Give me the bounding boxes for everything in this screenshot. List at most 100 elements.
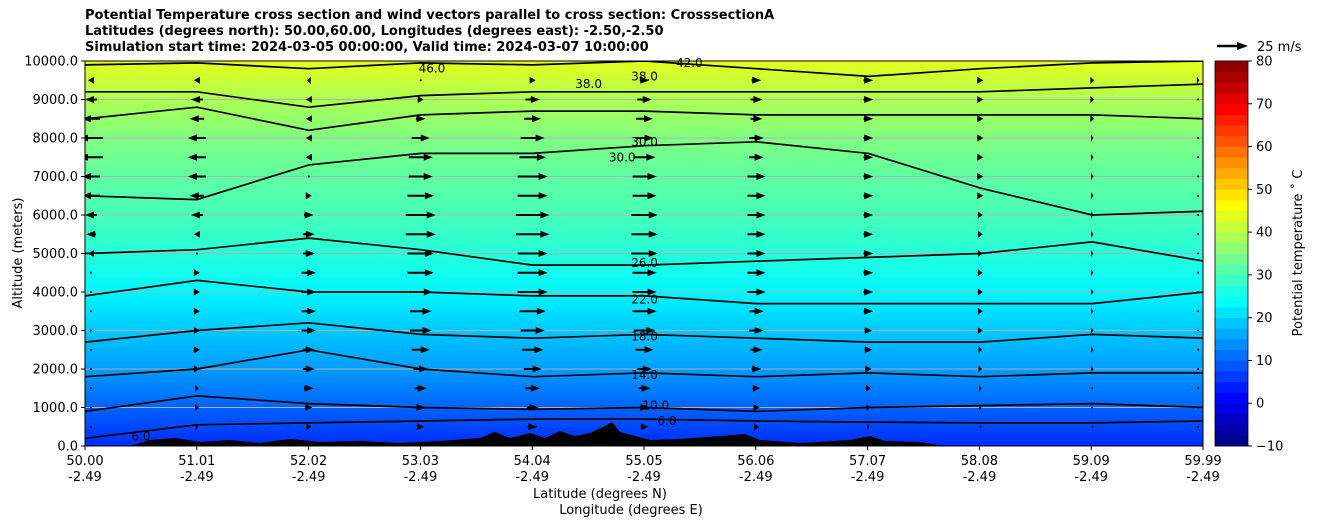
wind-vector-head bbox=[640, 423, 649, 431]
x-tick-label-lon: -2.49 bbox=[627, 470, 661, 485]
wind-vector bbox=[747, 250, 766, 257]
colorbar-segment bbox=[1215, 285, 1248, 297]
wind-vector-head bbox=[530, 384, 540, 392]
wind-vector bbox=[863, 76, 874, 84]
wind-vector bbox=[519, 307, 546, 315]
wind-vector-head bbox=[535, 134, 545, 142]
wind-vector bbox=[407, 192, 434, 200]
colorbar-tick-label: 60 bbox=[1256, 140, 1273, 155]
wind-vector bbox=[749, 153, 764, 161]
wind-vector bbox=[86, 230, 96, 238]
wind-vector bbox=[863, 173, 874, 180]
wind-vector-head bbox=[307, 327, 317, 334]
wind-vector bbox=[417, 423, 425, 431]
wind-vector-head bbox=[195, 404, 199, 411]
wind-vector-head bbox=[190, 211, 200, 219]
wind-vector-head bbox=[977, 327, 983, 334]
colorbar-tick-label: 20 bbox=[1256, 311, 1273, 326]
y-axis-label: Altitude (meters) bbox=[11, 198, 26, 309]
wind-vector-head bbox=[644, 346, 654, 354]
wind-vector bbox=[301, 288, 317, 296]
colorbar-segment bbox=[1215, 253, 1248, 265]
wind-vector-head bbox=[647, 288, 657, 296]
contour-label: 38.0 bbox=[631, 69, 658, 83]
wind-vector-head bbox=[864, 96, 874, 103]
wind-vector-head bbox=[642, 365, 652, 373]
y-tick-label: 4000.0 bbox=[33, 286, 79, 301]
wind-vector bbox=[638, 384, 651, 392]
wind-vector-head bbox=[530, 96, 540, 103]
colorbar-segment bbox=[1215, 60, 1248, 72]
wind-vector bbox=[747, 288, 766, 296]
wind-vector-head bbox=[1091, 365, 1094, 373]
wind-vector bbox=[193, 365, 200, 373]
wind-vector bbox=[863, 230, 874, 238]
wind-vector-head bbox=[307, 269, 317, 277]
wind-vector-head bbox=[647, 192, 657, 200]
wind-vector bbox=[863, 307, 874, 315]
x-tick-label-lon: -2.49 bbox=[739, 470, 773, 485]
wind-vector bbox=[90, 310, 92, 313]
wind-vector bbox=[85, 192, 100, 200]
wind-vector-head bbox=[305, 404, 313, 411]
colorbar-segment bbox=[1215, 231, 1248, 244]
wind-vector-head bbox=[640, 76, 650, 84]
x-tick-label-lon: -2.49 bbox=[963, 470, 997, 485]
wind-vector bbox=[632, 173, 657, 180]
wind-vector bbox=[867, 423, 870, 431]
wind-vector bbox=[1091, 346, 1094, 354]
wind-vector bbox=[752, 384, 761, 392]
colorbar-segment bbox=[1215, 338, 1248, 351]
wind-vector-head bbox=[536, 153, 546, 161]
wind-vector bbox=[187, 153, 206, 161]
wind-vector bbox=[1197, 156, 1200, 159]
contour-label: 6.0 bbox=[657, 414, 676, 428]
wind-vector-head bbox=[535, 327, 545, 334]
wind-vector-head bbox=[1091, 327, 1094, 334]
wind-vector-head bbox=[1090, 96, 1095, 103]
wind-vector bbox=[305, 192, 312, 200]
wind-vector-head bbox=[540, 230, 550, 238]
x-tick-label-lon: -2.49 bbox=[851, 470, 885, 485]
wind-vector bbox=[525, 384, 540, 392]
wind-vector-head bbox=[866, 404, 871, 411]
wind-vector-head bbox=[1091, 288, 1094, 296]
wind-vector bbox=[1197, 368, 1200, 370]
wind-vector-head bbox=[305, 96, 312, 103]
title-line-3: Simulation start time: 2024-03-05 00:00:… bbox=[85, 40, 649, 55]
wind-vector-head bbox=[979, 384, 982, 392]
wind-vector bbox=[90, 291, 92, 293]
wind-vector-head bbox=[307, 307, 317, 315]
wind-vector bbox=[85, 153, 103, 161]
contour-lines bbox=[85, 61, 1203, 440]
wind-vector-head bbox=[647, 269, 657, 277]
y-tick-label: 6000.0 bbox=[33, 209, 79, 224]
wind-vector bbox=[193, 288, 200, 296]
wind-vector bbox=[864, 346, 872, 354]
colorbar-tick-label: 0 bbox=[1256, 397, 1264, 412]
x-tick-label-lat: 58.08 bbox=[961, 454, 998, 469]
wind-vector-head bbox=[422, 327, 432, 334]
contour-label: 26.0 bbox=[631, 256, 658, 270]
wind-vector bbox=[517, 192, 548, 200]
wind-vector bbox=[747, 269, 766, 277]
wind-vector bbox=[407, 250, 434, 257]
wind-vector bbox=[1197, 175, 1200, 178]
wind-vector-head bbox=[977, 153, 984, 161]
y-tick-label: 0.0 bbox=[57, 440, 78, 455]
wind-vector bbox=[978, 346, 983, 354]
wind-vector bbox=[1091, 173, 1094, 180]
wind-vector bbox=[863, 250, 874, 257]
wind-vector-head bbox=[426, 211, 436, 219]
wind-vector bbox=[977, 211, 983, 219]
wind-vector-head bbox=[417, 96, 424, 103]
wind-vector-head bbox=[85, 211, 94, 219]
wind-vector bbox=[302, 250, 315, 257]
wind-vector-head bbox=[193, 346, 200, 354]
wind-vector-head bbox=[193, 307, 200, 315]
wind-vector-head bbox=[305, 230, 315, 238]
x-tick-label-lat: 59.09 bbox=[1073, 454, 1110, 469]
wind-vector bbox=[195, 252, 198, 255]
wind-vector-head bbox=[647, 307, 657, 315]
wind-vector-head bbox=[1091, 307, 1094, 315]
